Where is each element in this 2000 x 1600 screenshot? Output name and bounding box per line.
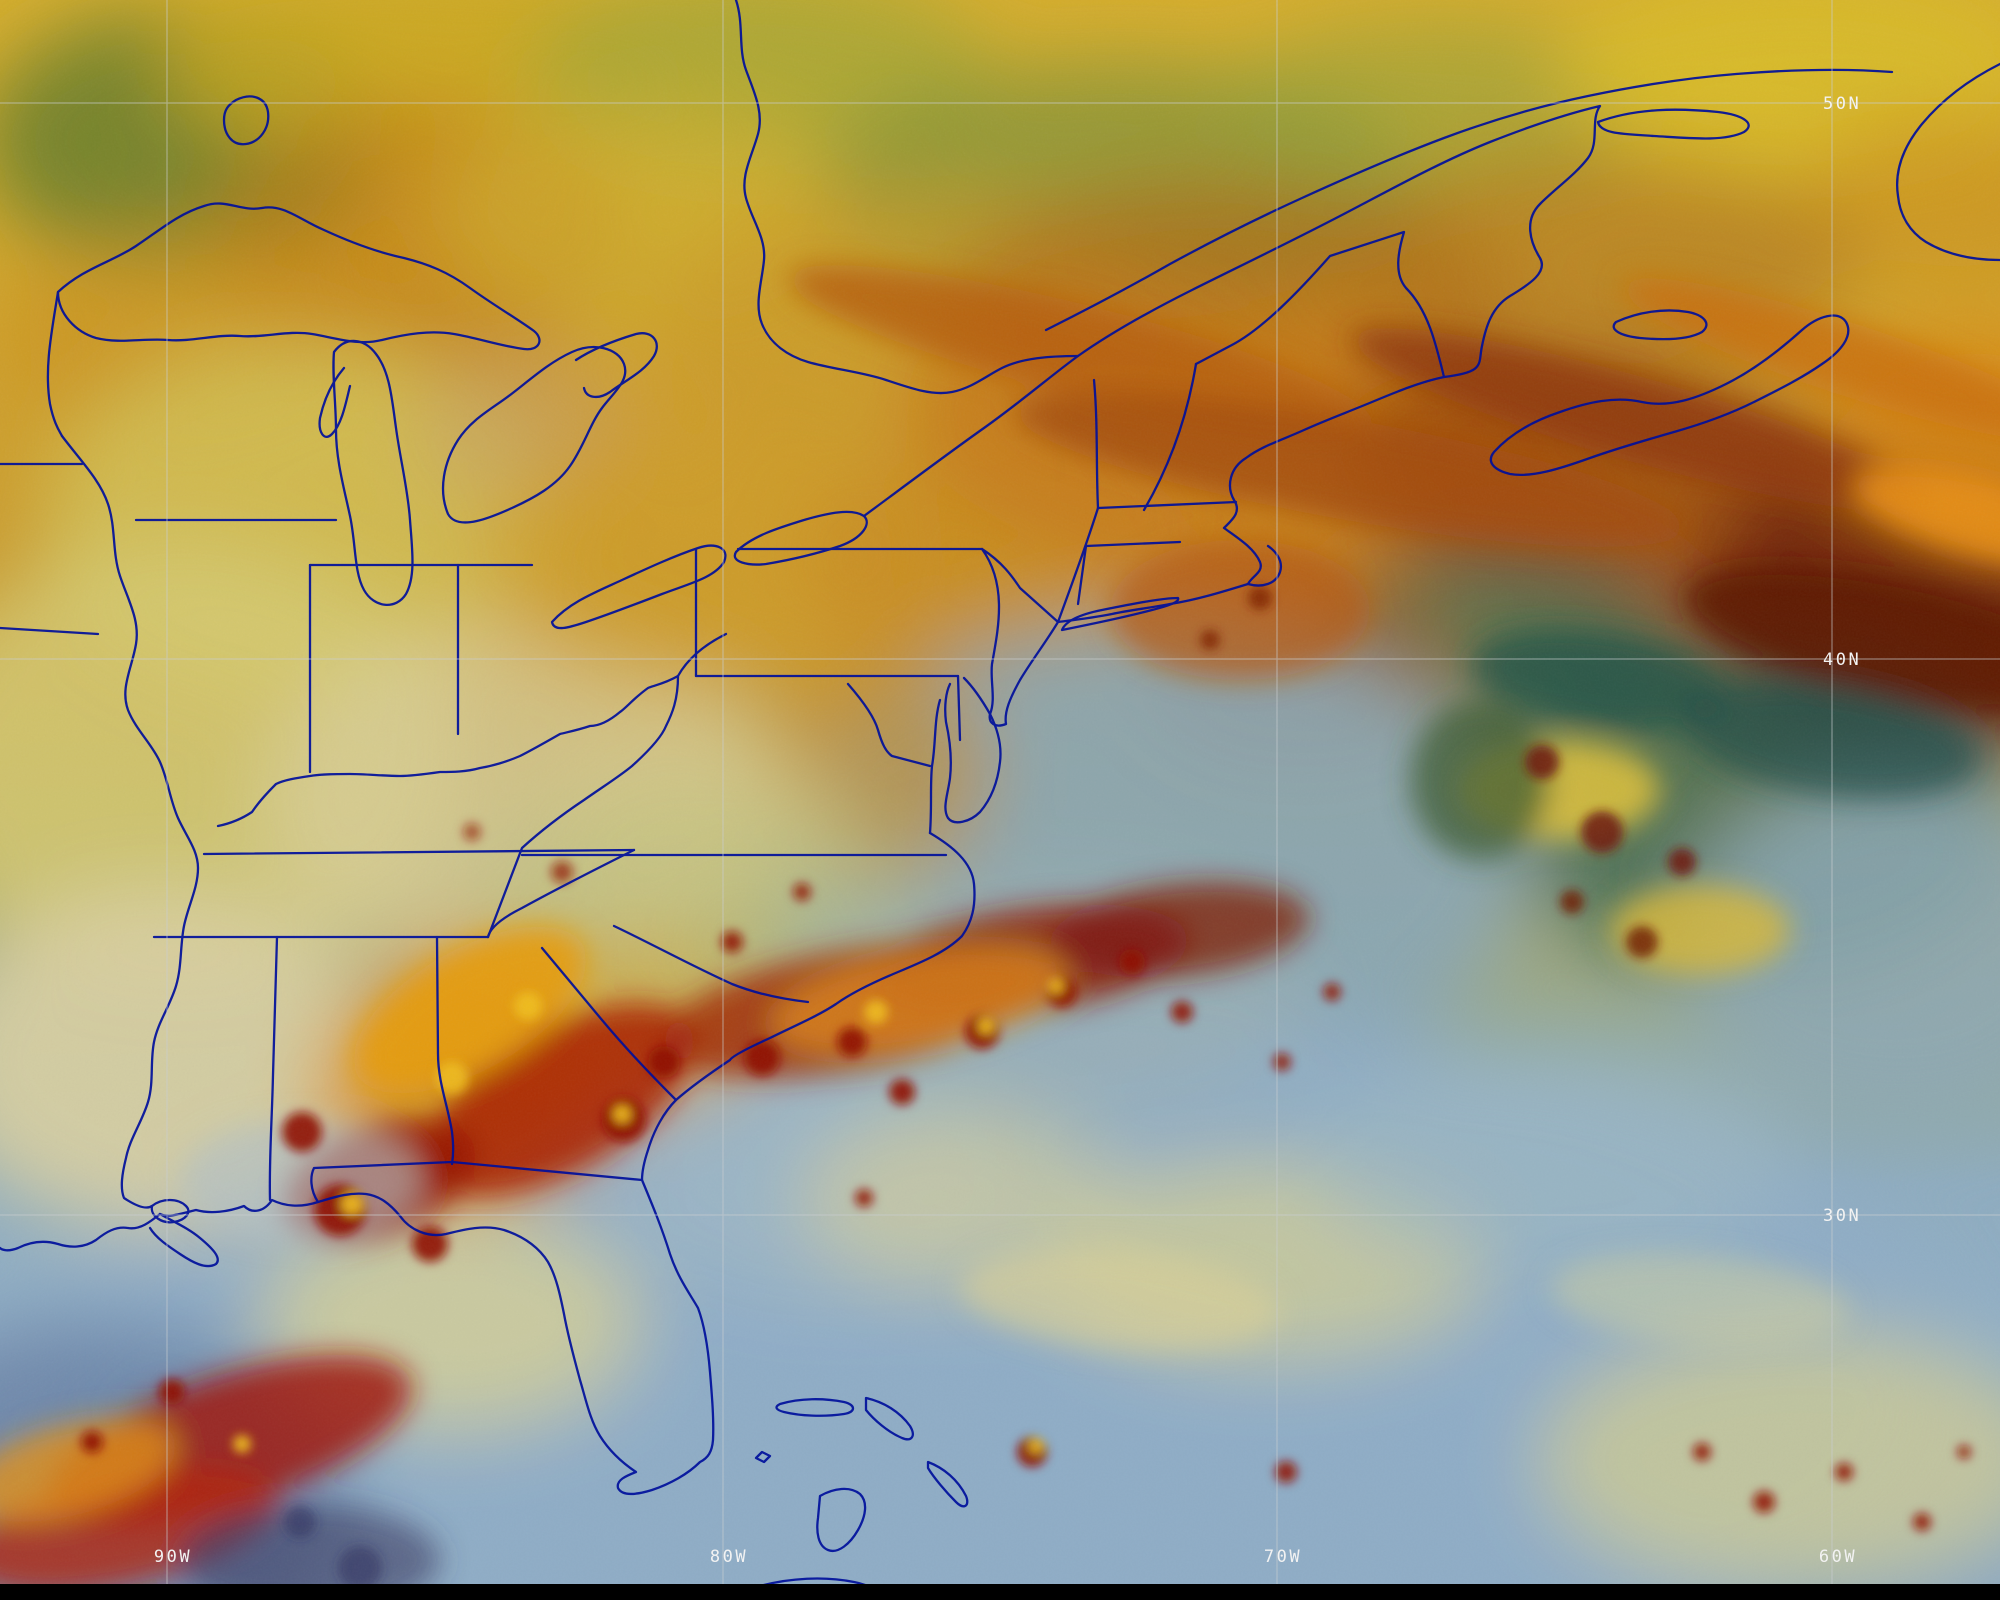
ohio-river xyxy=(216,632,728,828)
grid-label-40n: 40N xyxy=(1823,650,1861,670)
mississippi-delta xyxy=(148,1212,219,1268)
ms-al-border xyxy=(268,935,279,1202)
potomac-river xyxy=(846,682,932,768)
grid-label-90w: 90W xyxy=(154,1547,192,1567)
bimini-island xyxy=(754,1450,772,1464)
prince-edward-island xyxy=(1612,309,1708,341)
eleuthera-island xyxy=(926,1460,969,1508)
abaco-island xyxy=(864,1396,914,1441)
grid-label-70w: 70W xyxy=(1264,1547,1302,1567)
newfoundland-coast xyxy=(1896,62,2000,262)
delmarva-peninsula xyxy=(944,682,1002,824)
al-ga-border xyxy=(435,935,455,1166)
mn-wi-border xyxy=(46,290,64,438)
st-lawrence-south-shore xyxy=(862,104,1602,518)
ottawa-river-border xyxy=(734,0,1080,395)
southeast-coast xyxy=(640,831,976,1182)
ga-sc-border xyxy=(540,946,678,1102)
mississippi-river xyxy=(60,434,200,1209)
gulf-coast xyxy=(0,1198,320,1252)
florida-outline xyxy=(310,1160,715,1496)
grid-label-50n: 50N xyxy=(1823,94,1861,114)
vt-nh-border xyxy=(1142,362,1198,512)
long-island xyxy=(1060,596,1180,632)
andros-island xyxy=(816,1487,867,1553)
grid-label-30n: 30N xyxy=(1823,1206,1861,1226)
ct-north-border xyxy=(1084,540,1182,548)
lake-michigan xyxy=(332,339,414,606)
grid-label-60w: 60W xyxy=(1819,1547,1857,1567)
grid-label-80w: 80W xyxy=(710,1547,748,1567)
green-bay xyxy=(318,366,352,438)
grid-labels: 50N 40N 30N 90W 80W 70W 60W xyxy=(154,94,1861,1567)
lake-ontario xyxy=(733,510,868,566)
grand-bahama xyxy=(775,1398,855,1417)
maine-canada-border xyxy=(1194,230,1446,379)
ma-north-border xyxy=(1096,500,1238,510)
delaware-river xyxy=(980,547,1001,716)
hudson-river xyxy=(1056,506,1100,624)
st-lawrence-north-shore xyxy=(1044,68,1894,332)
nova-scotia xyxy=(1489,314,1850,476)
lake-huron xyxy=(441,345,627,524)
lake-superior xyxy=(56,202,541,351)
ia-mo-border xyxy=(0,626,100,636)
chesapeake-west-shore xyxy=(928,698,942,835)
vt-west-border xyxy=(1092,378,1100,510)
lake-nipigon xyxy=(222,95,270,146)
nc-sc-border xyxy=(612,924,810,1004)
status-bar: GOES-19 RGB-NIGHTR=C15-14 G=C14-7 B=C14-… xyxy=(0,1584,2000,1600)
appalachian-borders xyxy=(486,674,680,939)
tn-nc-border xyxy=(486,848,636,939)
georgian-bay xyxy=(574,332,658,399)
md-de-border xyxy=(956,674,962,742)
anticosti-island xyxy=(1596,108,1750,140)
ct-west-border xyxy=(1076,544,1088,606)
lake-erie xyxy=(550,544,727,630)
ky-tn-border xyxy=(202,848,636,856)
